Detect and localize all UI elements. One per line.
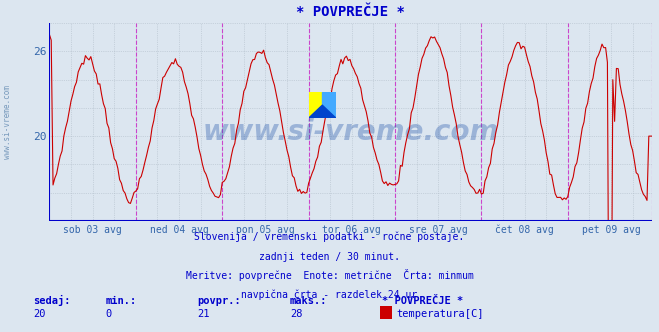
Polygon shape [308,105,322,118]
Text: 20: 20 [33,309,45,319]
Text: navpična črta - razdelek 24 ur: navpična črta - razdelek 24 ur [241,290,418,300]
Text: Slovenija / vremenski podatki - ročne postaje.: Slovenija / vremenski podatki - ročne po… [194,232,465,242]
Text: maks.:: maks.: [290,296,328,306]
Text: min.:: min.: [105,296,136,306]
Text: 21: 21 [198,309,210,319]
Text: www.si-vreme.com: www.si-vreme.com [203,118,499,146]
Text: 28: 28 [290,309,302,319]
Text: www.si-vreme.com: www.si-vreme.com [3,85,13,159]
Text: * POVPREČJE *: * POVPREČJE * [382,296,463,306]
Title: * POVPREČJE *: * POVPREČJE * [297,5,405,19]
Bar [308,92,322,105]
Text: zadnji teden / 30 minut.: zadnji teden / 30 minut. [259,252,400,262]
Polygon shape [322,105,336,118]
Text: 0: 0 [105,309,111,319]
Text: sedaj:: sedaj: [33,295,71,306]
Text: temperatura[C]: temperatura[C] [397,309,484,319]
Polygon shape [308,105,336,118]
Bar [322,92,336,105]
Text: povpr.:: povpr.: [198,296,241,306]
Text: Meritve: povprečne  Enote: metrične  Črta: minmum: Meritve: povprečne Enote: metrične Črta:… [186,269,473,281]
